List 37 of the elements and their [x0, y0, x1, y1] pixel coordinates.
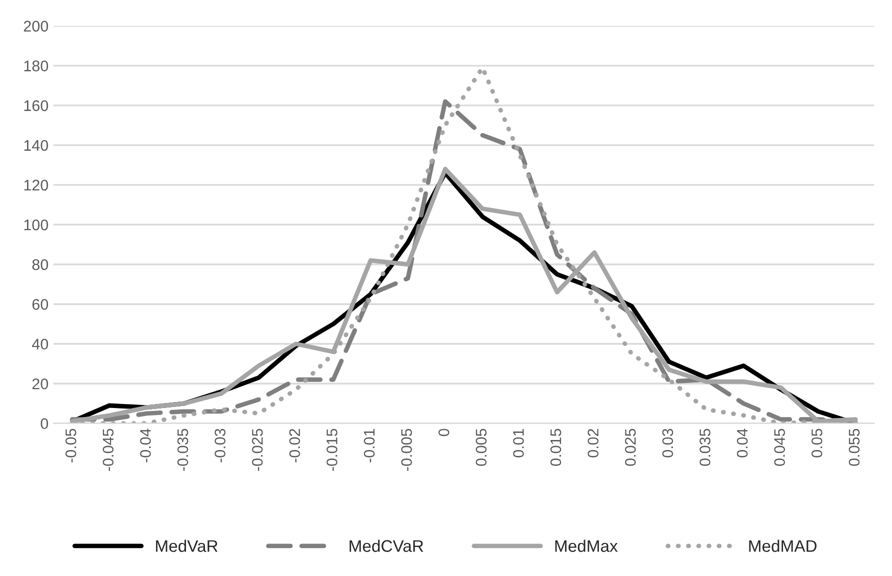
- y-tick-label: 80: [32, 259, 48, 270]
- x-tick-label: -0.005: [401, 428, 412, 471]
- x-tick-label: 0.025: [624, 428, 636, 466]
- x-tick-label: -0.05: [65, 428, 76, 462]
- legend-label: MedMax: [555, 540, 618, 552]
- x-tick-label: 0.055: [848, 428, 860, 466]
- x-tick-label: -0.015: [326, 428, 338, 471]
- y-tick-label: 120: [24, 180, 48, 191]
- y-tick-label: 180: [24, 60, 48, 72]
- x-tick-label: -0.04: [140, 428, 151, 462]
- x-tick-label: 0.005: [476, 428, 487, 466]
- y-tick-label: 160: [24, 100, 48, 112]
- x-tick-label: 0.03: [662, 428, 674, 458]
- x-tick-label: 0: [438, 428, 450, 436]
- x-tick-label: -0.045: [102, 428, 114, 471]
- x-tick-label: -0.03: [214, 428, 226, 462]
- x-tick-label: -0.025: [252, 428, 263, 471]
- x-tick-label: -0.02: [289, 428, 300, 462]
- x-tick-label: 0.02: [588, 428, 598, 458]
- x-tick-label: 0.04: [736, 428, 748, 458]
- x-tick-label: -0.035: [177, 428, 188, 471]
- x-tick-label: 0.035: [700, 428, 710, 466]
- x-tick-label: 0.01: [513, 428, 524, 458]
- legend-label: MedVaR: [156, 540, 218, 552]
- x-tick-label: 0.05: [811, 428, 822, 458]
- x-tick-label: 0.015: [550, 428, 562, 466]
- legend-label: MedCVaR: [350, 540, 424, 552]
- y-tick-label: 40: [32, 338, 48, 350]
- x-tick-label: -0.01: [364, 428, 375, 462]
- y-tick-label: 0: [40, 418, 48, 430]
- y-tick-label: 60: [32, 298, 48, 310]
- y-tick-label: 20: [32, 378, 48, 390]
- y-tick-label: 100: [24, 220, 48, 230]
- legend-label: MedMAD: [749, 540, 817, 552]
- x-tick-label: 0.045: [774, 428, 786, 466]
- y-tick-label: 200: [24, 20, 48, 32]
- y-tick-label: 140: [24, 140, 48, 151]
